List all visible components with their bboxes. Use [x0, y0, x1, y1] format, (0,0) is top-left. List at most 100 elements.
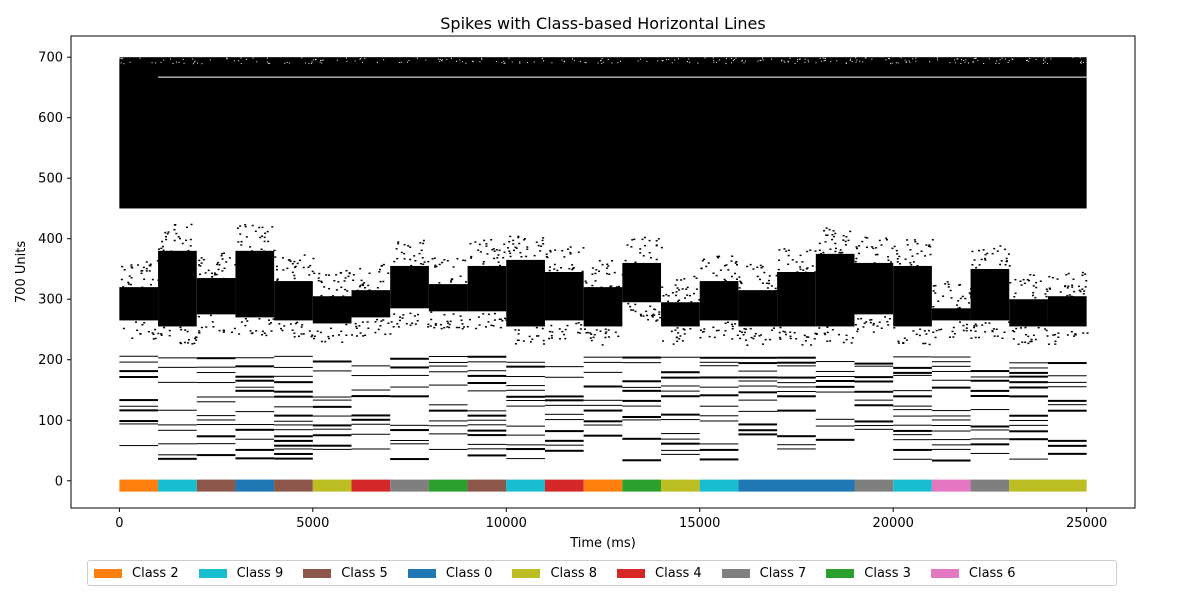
- spike-point: [1045, 295, 1048, 298]
- legend-swatch: [721, 568, 750, 578]
- spike-point: [272, 318, 275, 320]
- spike-point: [1078, 289, 1081, 292]
- spike-point: [959, 297, 962, 300]
- band-speckle: [139, 57, 141, 59]
- spike-point: [999, 245, 1002, 247]
- spike-row: [854, 380, 894, 383]
- spike-point: [151, 332, 154, 334]
- spike-point: [540, 245, 543, 247]
- spike-point: [351, 334, 354, 336]
- band-speckle: [762, 59, 764, 61]
- spike-point: [1081, 288, 1084, 290]
- band-speckle: [937, 59, 939, 61]
- spike-point: [789, 335, 792, 338]
- band-speckle: [977, 59, 979, 61]
- legend-item: Class 9: [198, 566, 283, 581]
- spike-point: [657, 238, 660, 240]
- spike-point: [787, 263, 790, 266]
- spike-row: [893, 374, 932, 376]
- spike-point: [213, 272, 216, 274]
- band-speckle: [639, 58, 641, 60]
- legend-item: Class 4: [617, 566, 702, 581]
- spike-point: [642, 255, 645, 257]
- spike-point: [634, 261, 637, 264]
- spike-point: [535, 241, 538, 243]
- band-speckle: [519, 62, 521, 64]
- spike-point: [531, 338, 534, 341]
- spike-point: [542, 339, 545, 342]
- band-speckle: [1028, 60, 1030, 62]
- spike-row: [428, 384, 468, 386]
- band-speckle: [760, 60, 762, 62]
- legend-swatch: [198, 568, 227, 578]
- spike-row: [196, 415, 236, 417]
- spike-point: [550, 337, 553, 339]
- class-segment: [506, 479, 545, 492]
- spike-point: [739, 280, 742, 283]
- band-speckle: [345, 57, 347, 59]
- spike-row: [661, 453, 700, 455]
- spike-row: [544, 413, 584, 415]
- spike-point: [590, 339, 593, 342]
- spike-point: [261, 235, 264, 237]
- spike-point: [601, 344, 604, 346]
- spike-row: [312, 405, 352, 408]
- spike-point: [218, 329, 221, 332]
- spike-point: [579, 328, 582, 330]
- spike-point: [925, 244, 928, 246]
- spike-point: [122, 286, 125, 288]
- band-speckle: [465, 62, 467, 64]
- spike-row: [661, 449, 700, 451]
- spike-point: [558, 328, 561, 330]
- spike-point: [141, 324, 144, 326]
- spike-point: [775, 289, 778, 292]
- spike-row: [351, 389, 391, 391]
- spike-row: [622, 389, 662, 392]
- band-speckle: [563, 61, 565, 63]
- spike-point: [1071, 295, 1074, 298]
- spike-point: [689, 327, 692, 330]
- spike-point: [715, 274, 718, 277]
- spike-point: [938, 329, 941, 331]
- spike-point: [1012, 338, 1015, 340]
- spike-point: [482, 261, 485, 263]
- spike-point: [834, 250, 837, 253]
- spike-row: [777, 435, 816, 438]
- spike-point: [928, 244, 931, 246]
- spike-point: [675, 291, 678, 293]
- spike-point: [589, 332, 592, 334]
- spike-point: [525, 255, 528, 258]
- spike-point: [684, 297, 687, 299]
- band-speckle: [461, 61, 463, 63]
- class-segment: [119, 479, 159, 492]
- spike-point: [221, 270, 224, 272]
- band-speckle: [266, 61, 268, 63]
- spike-row: [544, 404, 584, 406]
- activity-block: [119, 287, 159, 321]
- band-speckle: [459, 59, 461, 61]
- band-speckle: [308, 63, 310, 65]
- y-tick-label: 400: [38, 232, 63, 247]
- spike-point: [925, 333, 928, 335]
- spike-point: [396, 323, 399, 325]
- spike-point: [766, 287, 769, 289]
- spike-row: [390, 440, 429, 442]
- band-speckle: [238, 60, 240, 62]
- spike-row: [1009, 371, 1048, 374]
- band-speckle: [689, 61, 691, 63]
- spike-point: [585, 282, 588, 284]
- spike-row: [622, 380, 662, 383]
- spike-point: [417, 313, 420, 316]
- spike-point: [1032, 274, 1035, 277]
- spike-point: [537, 335, 540, 337]
- spike-point: [874, 253, 877, 256]
- spike-point: [831, 234, 834, 236]
- spike-point: [584, 280, 587, 282]
- spike-point: [443, 313, 446, 316]
- legend-label: Class 3: [864, 565, 911, 581]
- band-speckle: [1080, 60, 1082, 62]
- activity-block: [1047, 296, 1087, 327]
- spike-row: [351, 423, 391, 425]
- spike-row: [777, 382, 816, 384]
